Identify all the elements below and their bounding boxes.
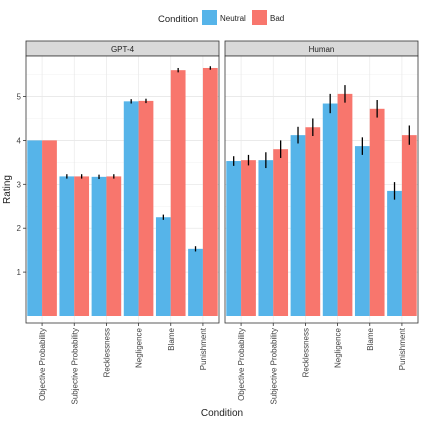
- bar-human-negligence-neutral: [322, 103, 338, 317]
- bar-gpt-4-punishment-bad: [202, 67, 218, 316]
- x-tick-label-gpt-4-blame: Blame: [167, 327, 176, 350]
- y-tick-label-4: 4: [17, 136, 22, 145]
- bar-human-punishment-bad: [401, 135, 417, 316]
- bar-gpt-4-negligence-bad: [138, 100, 154, 316]
- legend-label-neutral: Neutral: [220, 14, 246, 23]
- x-tick-label-human-subjective-probability: Subjective Probability: [269, 328, 278, 404]
- bar-human-negligence-bad: [337, 93, 353, 316]
- bar-human-objective-probability-neutral: [226, 161, 242, 316]
- bar-gpt-4-subjective-probability-bad: [74, 176, 90, 316]
- y-tick-label-2: 2: [17, 224, 22, 233]
- bar-human-objective-probability-bad: [241, 160, 256, 316]
- panel-border-gpt-4: [25, 55, 220, 324]
- panel-bg-gpt-4: [26, 56, 219, 323]
- x-axis-title: Condition: [201, 408, 243, 419]
- x-tick-label-gpt-4-recklessness: Recklessness: [102, 328, 111, 377]
- legend-key-neutral: [202, 10, 217, 25]
- x-tick-label-human-objective-probability: Objective Probability: [237, 328, 246, 401]
- bar-human-blame-bad: [369, 108, 385, 316]
- bar-human-recklessness-neutral: [290, 135, 306, 316]
- legend-label-bad: Bad: [270, 14, 284, 23]
- x-tick-label-human-punishment: Punishment: [398, 327, 407, 370]
- x-tick-label-human-negligence: Negligence: [334, 327, 343, 368]
- bar-gpt-4-blame-neutral: [155, 217, 171, 316]
- bar-human-punishment-neutral: [387, 190, 402, 316]
- bar-gpt-4-objective-probability-bad: [42, 140, 57, 316]
- x-tick-label-human-blame: Blame: [366, 327, 375, 350]
- panel-border-human: [224, 55, 419, 324]
- x-tick-label-gpt-4-objective-probability: Objective Probability: [38, 328, 47, 401]
- bar-gpt-4-punishment-neutral: [188, 248, 203, 316]
- x-tick-label-human-recklessness: Recklessness: [301, 328, 310, 377]
- x-tick-label-gpt-4-punishment: Punishment: [199, 327, 208, 370]
- bar-gpt-4-subjective-probability-neutral: [59, 176, 75, 316]
- bar-gpt-4-blame-bad: [170, 70, 186, 316]
- bar-human-blame-neutral: [354, 146, 370, 316]
- legend-title: Condition: [158, 14, 198, 25]
- y-tick-label-3: 3: [17, 180, 22, 189]
- facet-label-human: Human: [309, 45, 335, 54]
- bar-human-subjective-probability-bad: [273, 149, 289, 316]
- x-tick-label-gpt-4-subjective-probability: Subjective Probability: [70, 328, 79, 404]
- bar-gpt-4-recklessness-bad: [106, 176, 122, 316]
- bar-human-subjective-probability-neutral: [258, 160, 274, 316]
- y-axis-title: Rating: [2, 175, 13, 204]
- bar-gpt-4-objective-probability-neutral: [27, 140, 43, 316]
- panel-bg-human: [225, 56, 418, 323]
- y-tick-label-1: 1: [17, 268, 22, 277]
- bar-gpt-4-negligence-neutral: [123, 101, 139, 317]
- bar-human-recklessness-bad: [305, 127, 321, 316]
- legend-key-bad: [252, 10, 267, 25]
- y-tick-label-5: 5: [17, 93, 22, 102]
- x-tick-label-gpt-4-negligence: Negligence: [135, 327, 144, 368]
- bar-gpt-4-recklessness-neutral: [91, 176, 107, 316]
- facet-label-gpt-4: GPT-4: [111, 45, 135, 54]
